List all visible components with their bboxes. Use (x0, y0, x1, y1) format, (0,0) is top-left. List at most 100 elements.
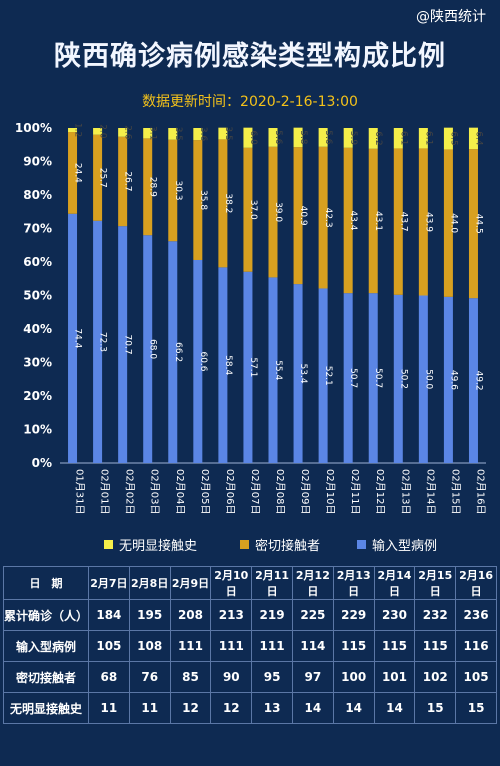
bar-segment (118, 128, 128, 137)
bar-segment (93, 134, 103, 221)
y-tick-label: 100% (15, 121, 52, 135)
table-cell: 11 (88, 692, 130, 724)
bar-segment (418, 128, 428, 149)
data-label: 72.3 (98, 332, 108, 352)
data-label: 5.6 (323, 130, 333, 145)
table-cell: 111 (251, 630, 293, 662)
bar-segment (468, 298, 478, 463)
legend-item-imported: 输入型病例 (357, 535, 437, 554)
table-cell: 116 (455, 630, 497, 662)
bar-segment (243, 271, 253, 463)
bar-segment (368, 293, 378, 463)
table-header-label: 日 期 (3, 566, 89, 600)
data-label: 50.7 (348, 368, 358, 388)
table-cell: 184 (88, 599, 130, 631)
table-date-cell: 2月12日 (291, 566, 334, 600)
table-date-cell: 2月13日 (332, 566, 375, 600)
data-label: 68.0 (148, 339, 158, 359)
data-label: 58.4 (223, 355, 233, 375)
y-tick-label: 20% (23, 389, 52, 403)
table-cell: 97 (291, 661, 334, 693)
table-cell: 219 (251, 599, 293, 631)
bar-segment (393, 148, 403, 295)
data-label: 5.6 (273, 130, 283, 145)
table-header-row: 日 期 2月7日 2月8日 2月9日 2月10日 2月11日 2月12日 2月1… (3, 566, 497, 600)
chart-title: 陕西确诊病例感染类型构成比例 (54, 41, 446, 72)
source-label: @陕西统计 (416, 9, 486, 25)
y-tick-label: 70% (23, 222, 52, 236)
bar-segment (393, 294, 403, 463)
bar-segment (68, 128, 78, 133)
table-cell: 11 (128, 692, 171, 724)
data-label: 40.9 (298, 206, 308, 226)
data-label: 28.9 (148, 177, 158, 197)
data-label: 52.1 (323, 366, 333, 386)
data-label: 49.2 (473, 371, 483, 391)
y-tick-label: 10% (23, 423, 52, 437)
bar-segment (243, 147, 253, 272)
table-cell: 76 (128, 661, 171, 693)
data-label: 6.1 (423, 131, 433, 145)
data-label: 24.4 (73, 163, 83, 183)
bar-segment (168, 241, 178, 463)
table-cell: 105 (455, 661, 497, 693)
data-label: 5.8 (298, 130, 308, 145)
bar-segment (268, 146, 278, 278)
table-row-label: 密切接触者 (3, 661, 89, 693)
table-date-cell: 2月11日 (251, 566, 293, 600)
legend-item-unknown: 无明显接触史 (104, 535, 197, 554)
bar-segment (318, 288, 328, 463)
table-cell: 14 (332, 692, 375, 724)
table-date-cell: 2月8日 (128, 566, 171, 600)
bar-segment (93, 128, 103, 135)
table-row-close-contact: 密切接触者 68 76 85 90 95 97 100 101 102 105 (3, 661, 497, 693)
data-label: 70.7 (123, 335, 133, 355)
bar-segment (368, 128, 378, 149)
data-label: 5.9 (348, 131, 358, 146)
data-label: 37.0 (248, 200, 258, 220)
data-label: 35.8 (198, 190, 208, 210)
x-tick-label: 02月16日 (474, 469, 486, 514)
x-tick-label: 02月14日 (424, 469, 436, 514)
x-tick-label: 01月31日 (74, 469, 86, 514)
stacked-bar-chart: 0% 10% 20% 30% 40% 50% 60% 70% 80% 90% 100% 74.4 24.… (15, 121, 487, 514)
x-tick-label: 02月02日 (124, 469, 136, 514)
table-date-cell: 2月10日 (210, 566, 253, 600)
table-date-cell: 2月16日 (455, 566, 497, 600)
data-label: 57.1 (248, 357, 258, 377)
bar-segment (218, 139, 228, 268)
table-cell: 195 (128, 599, 171, 631)
bar-segment (218, 267, 228, 463)
bar-segment (393, 128, 403, 149)
table-cell: 105 (88, 630, 130, 662)
bar-segment (193, 140, 203, 260)
bar-segment (443, 127, 453, 150)
data-label: 6.4 (473, 131, 483, 146)
bar-segment (193, 128, 203, 141)
data-label: 3.5 (223, 126, 233, 140)
bar-segment (143, 138, 153, 236)
x-tick-label: 02月04日 (174, 469, 186, 514)
table-cell: 111 (210, 630, 253, 662)
table-cell: 114 (291, 630, 334, 662)
bar-segment (268, 277, 278, 463)
y-tick-label: 80% (23, 188, 52, 202)
x-tick-label: 02月01日 (99, 469, 111, 514)
bar-segment (143, 128, 153, 139)
data-label: 55.4 (273, 360, 283, 380)
data-label: 43.4 (348, 210, 358, 230)
bar-segment (293, 284, 303, 463)
table-date-cell: 2月14日 (373, 566, 416, 600)
data-label: 6.1 (398, 131, 408, 145)
table-cell: 230 (373, 599, 416, 631)
x-tick-label: 02月15日 (449, 469, 461, 514)
table-cell: 108 (128, 630, 171, 662)
chart-legend: 无明显接触史 密切接触者 输入型病例 (0, 531, 500, 555)
data-label: 43.1 (373, 211, 383, 231)
table-cell: 225 (291, 599, 334, 631)
table-cell: 229 (332, 599, 375, 631)
table-row-label: 累计确诊（人） (3, 599, 89, 631)
table-date-cell: 2月7日 (88, 566, 130, 600)
case-count-table: 日 期 2月7日 2月8日 2月9日 2月10日 2月11日 2月12日 2月1… (3, 566, 497, 724)
data-label: 50.0 (423, 369, 433, 389)
